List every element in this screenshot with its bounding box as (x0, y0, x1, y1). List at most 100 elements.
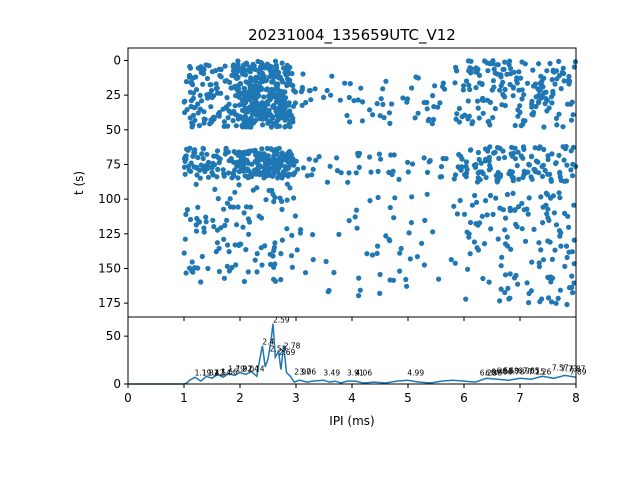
scatter-point (529, 259, 535, 265)
scatter-point (229, 265, 235, 271)
scatter-point (212, 186, 218, 192)
scatter-point (233, 85, 239, 91)
scatter-point (199, 253, 205, 260)
peak-label: 7.15 (528, 367, 545, 376)
scatter-point (194, 215, 200, 222)
scatter-point (214, 174, 220, 180)
scatter-point (531, 166, 537, 173)
scatter-point (536, 264, 543, 270)
scatter-point (356, 275, 362, 281)
scatter-point (297, 230, 303, 236)
peak-label: 2.97 (294, 367, 311, 376)
scatter-point (481, 241, 488, 247)
scatter-point (383, 233, 389, 239)
scatter-point (545, 215, 551, 221)
scatter-point (300, 165, 307, 171)
scatter-point (354, 225, 360, 231)
scatter-point (190, 95, 196, 101)
scatter-point (234, 92, 241, 98)
scatter-point (274, 112, 280, 118)
scatter-point (400, 95, 406, 101)
scatter-point (475, 170, 481, 176)
scatter-point (558, 86, 564, 92)
scatter-point (264, 61, 270, 67)
scatter-point (287, 185, 293, 191)
scatter-point (234, 222, 240, 228)
scatter-point (284, 62, 290, 68)
scatter-point (195, 265, 201, 271)
scatter-point (514, 80, 520, 86)
scatter-point (421, 262, 427, 268)
scatter-point (468, 58, 474, 64)
scatter-point (264, 145, 270, 152)
scatter-point (484, 212, 490, 218)
scatter-point (197, 175, 203, 181)
scatter-point (232, 167, 238, 173)
scatter-point (258, 245, 264, 251)
scatter-point (267, 251, 273, 257)
scatter-point (540, 220, 546, 226)
scatter-point (463, 174, 469, 180)
scatter-point (337, 97, 343, 103)
scatter-point (205, 174, 212, 180)
scatter-point (284, 114, 290, 120)
scatter-point (377, 290, 383, 296)
scatter-point (201, 229, 207, 235)
scatter-point (234, 75, 240, 81)
scatter-point (427, 158, 433, 164)
scatter-point (556, 152, 562, 158)
scatter-point (269, 187, 275, 193)
scatter-point (199, 151, 205, 157)
scatter-point (338, 170, 344, 176)
scatter-point (357, 287, 363, 293)
scatter-point (234, 69, 240, 76)
scatter-point (375, 194, 381, 201)
scatter-point (256, 213, 262, 219)
scatter-point (397, 250, 403, 256)
peak-label: 1.92 (236, 365, 253, 374)
scatter-point (252, 93, 258, 100)
scatter-point (431, 116, 437, 123)
scatter-point (536, 98, 542, 105)
scatter-point (472, 192, 478, 199)
scatter-point (516, 176, 522, 182)
scatter-point (550, 275, 556, 281)
scatter-point (278, 114, 284, 120)
scatter-point (547, 60, 553, 67)
scatter-point (190, 112, 197, 118)
scatter-point (251, 102, 257, 108)
scatter-point (381, 115, 387, 121)
scatter-point (252, 66, 258, 73)
scatter-point (570, 161, 576, 167)
scatter-point (407, 256, 413, 262)
scatter-point (277, 103, 283, 109)
scatter-point (181, 164, 188, 170)
scatter-point (475, 175, 481, 181)
scatter-point (216, 268, 222, 275)
peak-label: 6.68 (502, 366, 519, 375)
scatter-point (269, 86, 275, 93)
scatter-point (218, 66, 224, 73)
x-tick-label: 6 (460, 391, 468, 405)
scatter-point (284, 110, 290, 116)
scatter-point (276, 159, 282, 166)
scatter-point (277, 163, 283, 169)
scatter-point (218, 90, 224, 96)
scatter-point (499, 102, 505, 108)
scatter-points (181, 58, 579, 308)
scatter-point (208, 88, 215, 94)
scatter-point (466, 82, 472, 88)
scatter-point (247, 116, 253, 122)
scatter-point (226, 108, 232, 114)
scatter-point (482, 58, 488, 64)
scatter-point (265, 170, 271, 176)
scatter-point (560, 124, 566, 130)
scatter-point (562, 263, 568, 269)
scatter-point (261, 103, 267, 109)
scatter-point (258, 85, 264, 91)
scatter-point (500, 79, 506, 85)
peak-label: 7.89 (570, 367, 587, 376)
scatter-point (545, 275, 552, 281)
scatter-point (235, 204, 241, 210)
scatter-point (327, 163, 333, 169)
